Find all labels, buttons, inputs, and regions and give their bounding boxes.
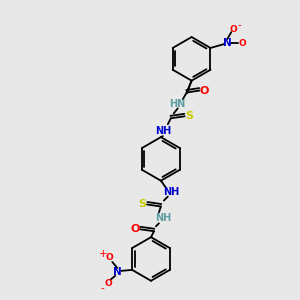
Text: S: S — [186, 111, 194, 121]
Text: N: N — [113, 267, 122, 277]
Text: O: O — [104, 279, 112, 288]
Text: +: + — [99, 249, 108, 259]
Text: O: O — [200, 85, 209, 96]
Text: -: - — [237, 20, 241, 30]
Text: O: O — [106, 254, 113, 262]
Text: N: N — [223, 38, 232, 48]
Text: O: O — [238, 38, 246, 47]
Text: -: - — [100, 283, 104, 293]
Text: NH: NH — [155, 126, 171, 136]
Text: NH: NH — [163, 187, 179, 196]
Text: S: S — [138, 200, 146, 209]
Text: O: O — [130, 224, 140, 234]
Text: O: O — [230, 25, 237, 34]
Text: NH: NH — [155, 213, 171, 224]
Text: HN: HN — [169, 99, 186, 110]
